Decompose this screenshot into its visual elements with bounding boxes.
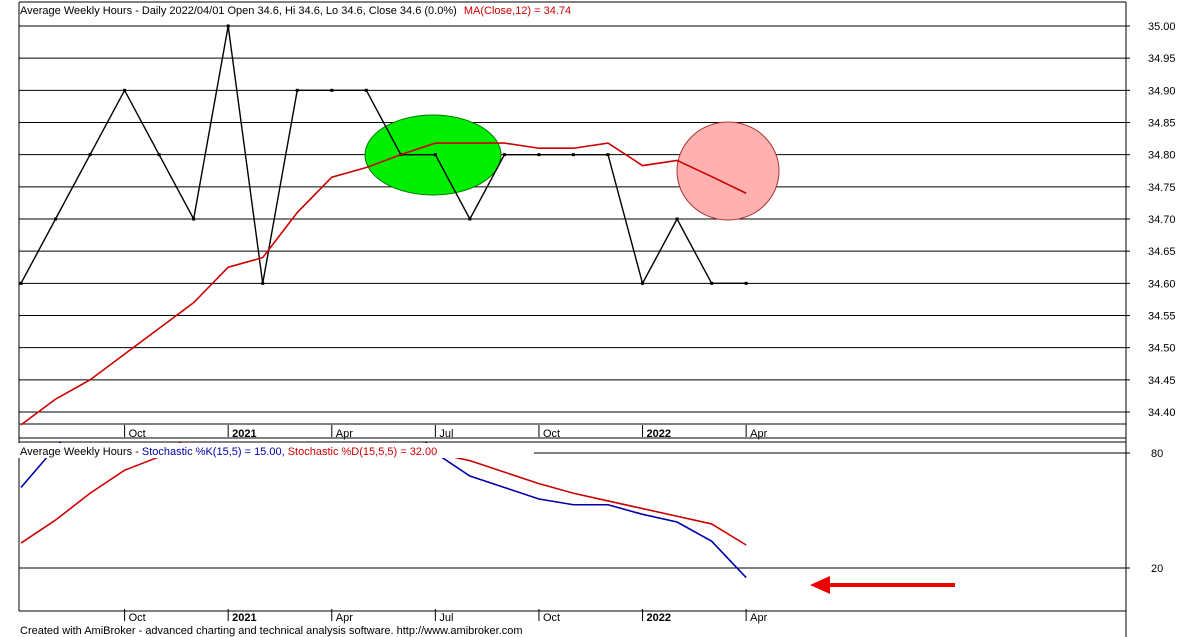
price-point — [675, 217, 679, 221]
ma-line — [20, 142, 747, 426]
stochastic-x-tick-label: Apr — [750, 612, 767, 624]
price-title-text: Average Weekly Hours - Daily 2022/04/01 … — [20, 5, 457, 17]
price-point — [157, 153, 161, 157]
price-x-tick-label: Oct — [543, 428, 560, 440]
price-point — [537, 153, 541, 157]
stochastic-panel-x-axis: Oct 2021 Apr Jul Oct 2022 Apr — [124, 609, 768, 624]
price-y-tick-label: 34.65 — [1148, 246, 1176, 258]
price-point — [433, 153, 437, 157]
price-panel-y-ticks: 35.00 34.95 34.90 34.85 34.80 34.75 34.70 34.65… — [1126, 21, 1176, 419]
price-y-tick-label: 35.00 — [1148, 21, 1176, 33]
price-y-tick-label: 34.95 — [1148, 53, 1176, 65]
price-y-tick-label: 34.80 — [1148, 150, 1176, 162]
stochastic-panel-title: Average Weekly Hours - Stochastic %K(15,… — [20, 446, 437, 458]
price-point — [261, 281, 265, 285]
red-arrow-head — [810, 576, 830, 594]
price-y-tick-label: 34.90 — [1148, 85, 1176, 97]
price-panel-x-axis: Oct 2021 Apr Jul Oct 2022 Apr — [124, 425, 768, 440]
stochastic-k-legend: Stochastic %K(15,5) = 15.00, — [142, 446, 288, 458]
price-y-tick-label: 34.85 — [1148, 118, 1176, 130]
price-y-tick-label: 34.70 — [1148, 214, 1176, 226]
price-point — [330, 88, 334, 92]
price-point — [571, 153, 575, 157]
price-point — [295, 88, 299, 92]
stochastic-x-tick-label: Apr — [336, 612, 353, 624]
price-point — [88, 153, 92, 157]
price-x-tick-label: Jul — [439, 428, 453, 440]
price-x-tick-label: Apr — [336, 428, 353, 440]
stochastic-panel-series — [20, 442, 747, 579]
price-point — [19, 281, 23, 285]
stochastic-d-line — [20, 442, 747, 546]
price-point — [710, 281, 714, 285]
price-point — [606, 153, 610, 157]
price-panel-grid — [18, 1, 1127, 637]
ma-legend-text: MA(Close,12) = 34.74 — [464, 5, 571, 17]
stochastic-x-tick-label: Oct — [543, 612, 560, 624]
price-y-tick-label: 34.60 — [1148, 278, 1176, 290]
price-x-tick-label: Oct — [129, 428, 146, 440]
price-y-tick-label: 34.40 — [1148, 407, 1176, 419]
price-x-tick-label: Apr — [750, 428, 767, 440]
price-panel-series — [19, 24, 748, 426]
price-y-tick-label: 34.50 — [1148, 343, 1176, 355]
red-highlight-circle — [676, 121, 780, 221]
stochastic-y-tick-label: 20 — [1151, 563, 1163, 575]
price-y-tick-label: 34.75 — [1148, 182, 1176, 194]
stochastic-x-tick-label: Jul — [439, 612, 453, 624]
price-point — [54, 217, 58, 221]
price-x-tick-label: 2022 — [647, 428, 671, 440]
price-point — [641, 281, 645, 285]
price-point — [123, 88, 127, 92]
price-point — [226, 24, 230, 28]
price-point — [468, 217, 472, 221]
stochastic-k-line — [20, 442, 747, 579]
stochastic-panel-y-ticks: 80 20 — [1126, 448, 1163, 575]
price-y-tick-label: 34.55 — [1148, 311, 1176, 323]
red-arrow — [810, 576, 955, 594]
stochastic-y-tick-label: 80 — [1151, 448, 1163, 460]
price-point — [364, 88, 368, 92]
price-point — [192, 217, 196, 221]
stochastic-d-legend: Stochastic %D(15,5,5) = 32.00 — [288, 446, 438, 458]
stochastic-x-tick-label: 2021 — [232, 612, 256, 624]
price-x-tick-label: 2021 — [232, 428, 256, 440]
stochastic-title-text: Average Weekly Hours - — [20, 446, 142, 458]
footer-credit: Created with AmiBroker - advanced charti… — [20, 625, 523, 637]
stochastic-title-background — [18, 443, 534, 458]
stochastic-panel-grid — [18, 442, 1126, 612]
price-point — [502, 153, 506, 157]
price-panel-title: Average Weekly Hours - Daily 2022/04/01 … — [20, 5, 571, 17]
price-point — [744, 281, 748, 285]
stochastic-x-tick-label: Oct — [129, 612, 146, 624]
stochastic-x-tick-label: 2022 — [647, 612, 671, 624]
price-y-tick-label: 34.45 — [1148, 375, 1176, 387]
price-line — [20, 25, 747, 286]
